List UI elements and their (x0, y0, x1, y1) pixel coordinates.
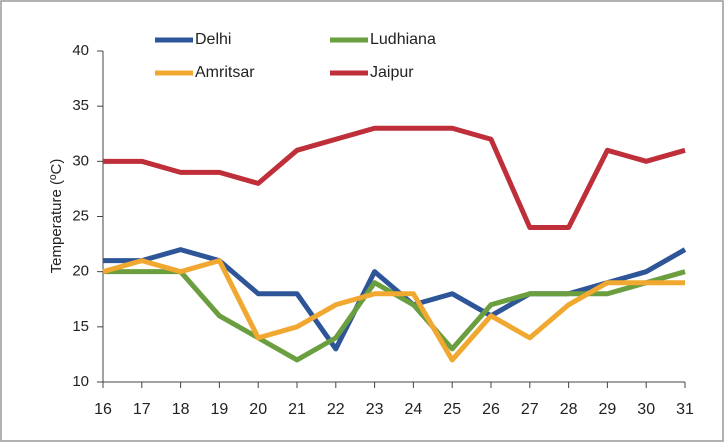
y-tick-label: 20 (72, 263, 89, 280)
x-tick-label: 22 (327, 401, 345, 418)
x-tick-label: 25 (443, 401, 461, 418)
x-tick-label: 23 (366, 401, 384, 418)
y-tick-label: 40 (72, 42, 89, 59)
x-tick-label: 30 (637, 401, 655, 418)
legend-label: Ludhiana (370, 31, 436, 48)
x-tick-label: 26 (482, 401, 500, 418)
x-tick-label: 17 (133, 401, 151, 418)
x-tick-label: 18 (172, 401, 190, 418)
y-tick-label: 30 (72, 152, 89, 169)
x-tick-label: 24 (405, 401, 423, 418)
x-tick-label: 20 (249, 401, 267, 418)
legend-label: Amritsar (195, 64, 255, 81)
y-tick-label: 15 (72, 318, 89, 335)
x-tick-label: 27 (521, 401, 539, 418)
series-line (103, 125, 686, 231)
x-tick-label: 29 (599, 401, 617, 418)
y-tick-label: 25 (72, 207, 89, 224)
x-tick-label: 31 (676, 401, 694, 418)
legend-label: Jaipur (370, 64, 414, 81)
x-tick-label: 16 (94, 401, 112, 418)
x-tick-label: 21 (288, 401, 306, 418)
y-tick-label: 10 (72, 373, 89, 390)
x-tick-label: 19 (211, 401, 229, 418)
x-tick-label: 28 (560, 401, 578, 418)
y-tick-label: 35 (72, 97, 89, 114)
series-line (103, 247, 687, 352)
y-axis-label: Temperature (ºC) (48, 159, 65, 274)
legend-label: Delhi (195, 31, 231, 48)
series-line (102, 258, 685, 363)
